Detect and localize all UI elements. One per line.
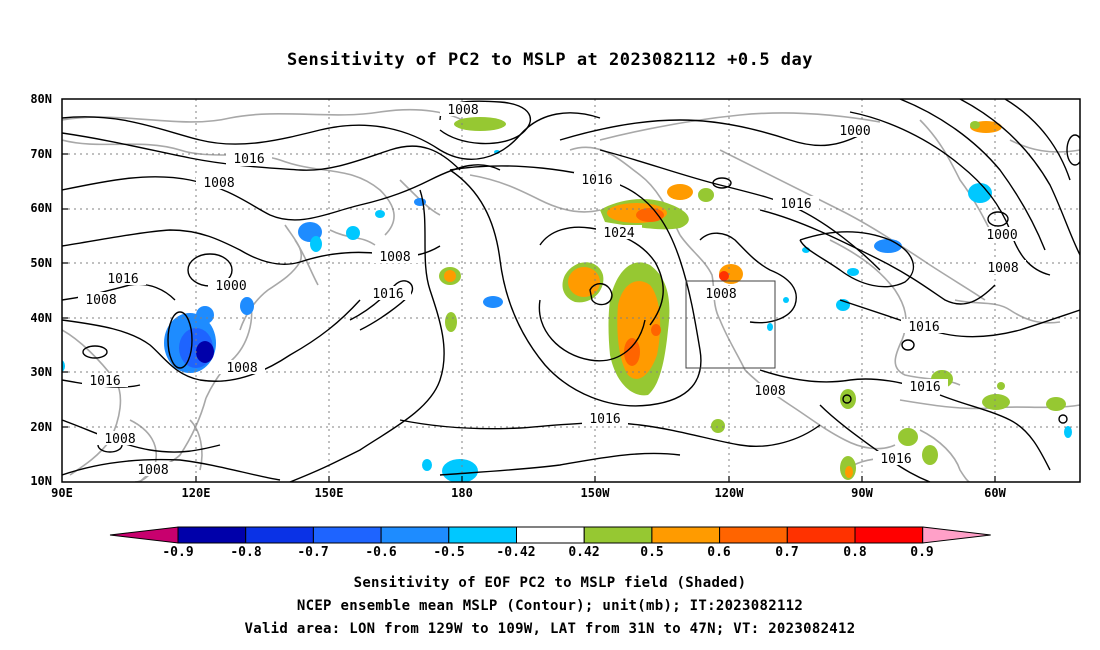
colorbar-low-extension — [109, 526, 179, 544]
contour-label: 1008 — [987, 261, 1018, 276]
lon-label-180: 180 — [451, 486, 473, 500]
colorbar-swatch — [312, 526, 382, 544]
colorbar-swatch — [651, 526, 721, 544]
caption-line-3: Valid area: LON from 129W to 109W, LAT f… — [244, 621, 856, 637]
colorbar-swatch — [448, 526, 517, 544]
colorbar-label: 0.5 — [640, 545, 664, 560]
colorbar-label: 0.7 — [775, 545, 799, 560]
contour-label: 1008 — [137, 463, 168, 478]
lat-label-40n: 40N — [30, 311, 52, 325]
contour-label: 1016 — [909, 380, 940, 395]
colorbar-label: -0.7 — [297, 545, 329, 560]
contour-label: 1016 — [589, 412, 620, 427]
contour-label: 1000 — [986, 228, 1017, 243]
lat-label-10n: 10N — [30, 474, 52, 488]
contour-label: 1008 — [104, 432, 135, 447]
contour-label: 1016 — [908, 320, 939, 335]
map-title: Sensitivity of PC2 to MSLP at 2023082112… — [286, 50, 813, 70]
colorbar-swatch — [719, 526, 788, 544]
lat-label-80n: 80N — [30, 92, 52, 106]
contour-label: 1008 — [754, 384, 785, 399]
colorbar-label: 0.6 — [707, 545, 731, 560]
contour-labels: 1008 1016 1008 1016 1008 1000 1008 1016 … — [85, 103, 1019, 478]
colorbar-swatch — [583, 526, 653, 544]
colorbar-high-extension — [922, 526, 991, 544]
colorbar-label: 0.9 — [910, 545, 934, 560]
lon-label-60w: 60W — [984, 486, 1006, 500]
contour-label: 1000 — [839, 124, 870, 139]
contour-label: 1008 — [226, 361, 257, 376]
colorbar-swatch — [516, 526, 585, 544]
colorbar-label: 0.8 — [843, 545, 867, 560]
colorbar-swatch — [854, 526, 924, 544]
caption-line-2: NCEP ensemble mean MSLP (Contour); unit(… — [296, 598, 804, 614]
lat-label-30n: 30N — [30, 365, 52, 379]
contour-label: 1016 — [89, 374, 120, 389]
colorbar — [109, 526, 991, 544]
valid-area-box — [685, 280, 776, 369]
lon-label-120w: 120W — [714, 486, 744, 500]
colorbar-label: -0.6 — [365, 545, 397, 560]
lat-label-50n: 50N — [30, 256, 52, 270]
contour-label: 1008 — [379, 250, 410, 265]
colorbar-swatch — [786, 526, 856, 544]
contour-label: 1016 — [107, 272, 138, 287]
colorbar-label: 0.42 — [568, 545, 600, 560]
map-frame — [61, 98, 1081, 483]
lat-label-20n: 20N — [30, 420, 52, 434]
colorbar-swatch — [177, 526, 247, 544]
colorbar-label: -0.9 — [162, 545, 194, 560]
lon-label-90w: 90W — [851, 486, 873, 500]
contour-label: 1000 — [215, 279, 246, 294]
contour-label: 1016 — [880, 452, 911, 467]
lon-label-150w: 150W — [580, 486, 610, 500]
contour-label: 1008 — [85, 293, 116, 308]
colorbar-label: -0.8 — [230, 545, 262, 560]
contour-label: 1008 — [447, 103, 478, 118]
lon-label-90e: 90E — [51, 486, 73, 500]
colorbar-swatch — [380, 526, 450, 544]
contour-label: 1024 — [603, 226, 634, 241]
contour-label: 1008 — [203, 176, 234, 191]
contour-label: 1016 — [581, 173, 612, 188]
colorbar-swatch — [245, 526, 314, 544]
colorbar-label: -0.5 — [433, 545, 465, 560]
contour-label: 1016 — [372, 287, 403, 302]
lon-label-150e: 150E — [314, 486, 344, 500]
lon-label-120e: 120E — [181, 486, 211, 500]
lat-label-70n: 70N — [30, 147, 52, 161]
contour-label: 1008 — [705, 287, 736, 302]
sensitivity-shading — [62, 117, 1072, 482]
contour-label: 1016 — [233, 152, 264, 167]
caption-line-1: Sensitivity of EOF PC2 to MSLP field (Sh… — [353, 575, 747, 591]
contour-label: 1016 — [780, 197, 811, 212]
lat-label-60n: 60N — [30, 201, 52, 215]
colorbar-label: -0.42 — [496, 545, 536, 560]
map-ticks — [62, 153, 996, 482]
